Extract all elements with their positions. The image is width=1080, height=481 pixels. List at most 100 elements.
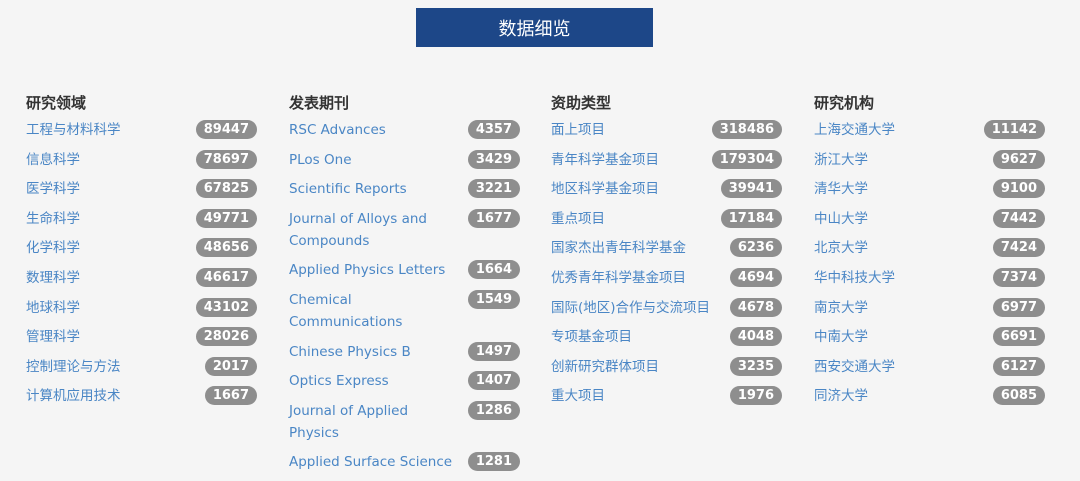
item-link[interactable]: 化学科学 bbox=[26, 240, 80, 257]
list-item[interactable]: 化学科学 48656 bbox=[26, 237, 257, 259]
count-badge: 4048 bbox=[729, 327, 782, 347]
list-item[interactable]: 信息科学 78697 bbox=[26, 149, 257, 171]
list-item[interactable]: Journal of Alloys and Compounds 1677 bbox=[289, 208, 520, 252]
count-badge: 6127 bbox=[992, 356, 1045, 376]
list-item[interactable]: 医学科学 67825 bbox=[26, 178, 257, 200]
list-item[interactable]: Chinese Physics B 1497 bbox=[289, 341, 520, 363]
item-link[interactable]: 南京大学 bbox=[814, 299, 868, 316]
item-link[interactable]: 生命科学 bbox=[26, 210, 80, 227]
item-link[interactable]: 地球科学 bbox=[26, 299, 80, 316]
item-link[interactable]: 同济大学 bbox=[814, 388, 868, 405]
count-badge: 6691 bbox=[992, 327, 1045, 347]
count-badge: 17184 bbox=[720, 208, 782, 228]
item-link[interactable]: 专项基金项目 bbox=[551, 329, 632, 346]
list-item[interactable]: 工程与材料科学 89447 bbox=[26, 119, 257, 141]
count-badge: 1281 bbox=[467, 452, 520, 472]
list-item[interactable]: 优秀青年科学基金项目 4694 bbox=[551, 267, 782, 289]
list-item[interactable]: 浙江大学 9627 bbox=[814, 149, 1045, 171]
list-item[interactable]: Applied Surface Science 1281 bbox=[289, 451, 520, 473]
item-link[interactable]: Applied Surface Science bbox=[289, 454, 453, 471]
list-item[interactable]: 管理科学 28026 bbox=[26, 326, 257, 348]
list-item[interactable]: 华中科技大学 7374 bbox=[814, 267, 1045, 289]
item-link[interactable]: 国际(地区)合作与交流项目 bbox=[551, 299, 711, 316]
item-link[interactable]: 浙江大学 bbox=[814, 151, 868, 168]
item-link[interactable]: 优秀青年科学基金项目 bbox=[551, 269, 686, 286]
list-item[interactable]: 北京大学 7424 bbox=[814, 237, 1045, 259]
count-badge: 6236 bbox=[729, 238, 782, 258]
item-link[interactable]: Journal of Alloys and Compounds bbox=[289, 210, 427, 249]
item-link[interactable]: 计算机应用技术 bbox=[26, 388, 121, 405]
item-link[interactable]: Chemical Communications bbox=[289, 291, 403, 330]
item-link[interactable]: 面上项目 bbox=[551, 122, 605, 138]
list-item[interactable]: 国际(地区)合作与交流项目 4678 bbox=[551, 297, 782, 319]
list-item[interactable]: Journal of Applied Physics 1286 bbox=[289, 400, 520, 444]
list-item[interactable]: 清华大学 9100 bbox=[814, 178, 1045, 200]
item-link[interactable]: PLos One bbox=[289, 151, 352, 168]
item-link[interactable]: 国家杰出青年科学基金 bbox=[551, 240, 686, 257]
count-badge: 39941 bbox=[720, 179, 782, 199]
funding-type-column: 资助类型面上项目 318486 青年科学基金项目 179304 地区科学基金项目 3994… bbox=[551, 92, 782, 415]
list-item[interactable]: 地区科学基金项目 39941 bbox=[551, 178, 782, 200]
list-item[interactable]: 国家杰出青年科学基金 6236 bbox=[551, 237, 782, 259]
list-item[interactable]: 计算机应用技术 1667 bbox=[26, 385, 257, 407]
list-item[interactable]: 数理科学 46617 bbox=[26, 267, 257, 289]
item-link[interactable]: Applied Physics Letters bbox=[289, 262, 446, 279]
count-badge: 2017 bbox=[204, 356, 257, 376]
list-item[interactable]: 地球科学 43102 bbox=[26, 297, 257, 319]
list-item[interactable]: Optics Express 1407 bbox=[289, 370, 520, 392]
item-link[interactable]: 华中科技大学 bbox=[814, 269, 895, 286]
item-link[interactable]: Scientific Reports bbox=[289, 181, 407, 198]
list-item[interactable]: 南京大学 6977 bbox=[814, 297, 1045, 319]
list-item[interactable]: 面上项目 318486 bbox=[551, 119, 782, 141]
item-link[interactable]: 中山大学 bbox=[814, 210, 868, 227]
count-badge: 6977 bbox=[992, 297, 1045, 317]
item-link[interactable]: 控制理论与方法 bbox=[26, 358, 121, 375]
item-link[interactable]: 医学科学 bbox=[26, 181, 80, 198]
list-item[interactable]: Scientific Reports 3221 bbox=[289, 178, 520, 200]
count-badge: 3221 bbox=[467, 179, 520, 199]
item-link[interactable]: RSC Advances bbox=[289, 122, 386, 138]
list-item[interactable]: 中南大学 6691 bbox=[814, 326, 1045, 348]
list-item[interactable]: PLos One 3429 bbox=[289, 149, 520, 171]
count-badge: 28026 bbox=[195, 327, 257, 347]
item-link[interactable]: Chinese Physics B bbox=[289, 343, 411, 360]
list-item[interactable]: Applied Physics Letters 1664 bbox=[289, 259, 520, 281]
count-badge: 11142 bbox=[983, 120, 1045, 139]
list-item[interactable]: 重点项目 17184 bbox=[551, 208, 782, 230]
list-item[interactable]: 专项基金项目 4048 bbox=[551, 326, 782, 348]
item-link[interactable]: 中南大学 bbox=[814, 329, 868, 346]
item-link[interactable]: 青年科学基金项目 bbox=[551, 151, 659, 168]
list-item[interactable]: 生命科学 49771 bbox=[26, 208, 257, 230]
count-badge: 1667 bbox=[204, 386, 257, 406]
list-item[interactable]: 同济大学 6085 bbox=[814, 385, 1045, 407]
item-link[interactable]: 西安交通大学 bbox=[814, 358, 895, 375]
item-link[interactable]: 数理科学 bbox=[26, 269, 80, 286]
item-link[interactable]: 工程与材料科学 bbox=[26, 122, 121, 138]
list-item[interactable]: 青年科学基金项目 179304 bbox=[551, 149, 782, 171]
count-badge: 9627 bbox=[992, 149, 1045, 169]
item-link[interactable]: Optics Express bbox=[289, 373, 389, 390]
count-badge: 7424 bbox=[992, 238, 1045, 258]
list-item[interactable]: RSC Advances 4357 bbox=[289, 119, 520, 141]
list-item[interactable]: 中山大学 7442 bbox=[814, 208, 1045, 230]
item-link[interactable]: Journal of Applied Physics bbox=[289, 402, 409, 441]
item-link[interactable]: 上海交通大学 bbox=[814, 122, 895, 138]
list-item[interactable]: 创新研究群体项目 3235 bbox=[551, 356, 782, 378]
list-item[interactable]: 重大项目 1976 bbox=[551, 385, 782, 407]
list-item[interactable]: 控制理论与方法 2017 bbox=[26, 356, 257, 378]
item-link[interactable]: 地区科学基金项目 bbox=[551, 181, 659, 198]
item-link[interactable]: 管理科学 bbox=[26, 329, 80, 346]
column-title: 资助类型 bbox=[551, 94, 612, 112]
list-item[interactable]: 西安交通大学 6127 bbox=[814, 356, 1045, 378]
count-badge: 3235 bbox=[729, 356, 782, 376]
item-link[interactable]: 北京大学 bbox=[814, 240, 868, 257]
list-item[interactable]: Chemical Communications 1549 bbox=[289, 289, 520, 333]
count-badge: 67825 bbox=[195, 179, 257, 199]
item-link[interactable]: 信息科学 bbox=[26, 151, 80, 168]
item-link[interactable]: 重大项目 bbox=[551, 388, 605, 405]
count-badge: 9100 bbox=[992, 179, 1045, 199]
item-link[interactable]: 创新研究群体项目 bbox=[551, 358, 659, 375]
list-item[interactable]: 上海交通大学 11142 bbox=[814, 119, 1045, 141]
item-link[interactable]: 重点项目 bbox=[551, 210, 605, 227]
item-link[interactable]: 清华大学 bbox=[814, 181, 868, 198]
